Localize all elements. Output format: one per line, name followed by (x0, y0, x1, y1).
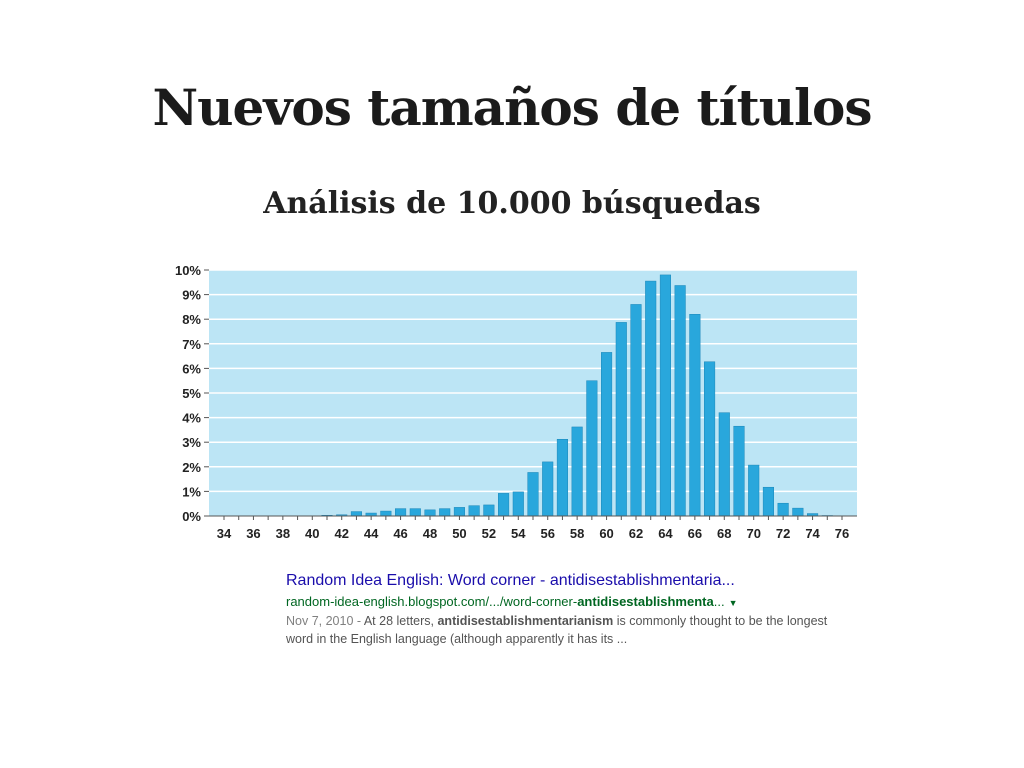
slide-title: Nuevos tamaños de títulos (152, 78, 872, 137)
url-suffix: ... (713, 594, 725, 609)
bar (674, 285, 686, 517)
y-tick-label: 1% (182, 484, 201, 499)
bar (556, 438, 568, 517)
x-tick-label: 46 (393, 526, 407, 541)
x-tick-label: 56 (540, 526, 554, 541)
x-tick-label: 62 (629, 526, 643, 541)
y-tick-label: 2% (182, 460, 201, 475)
y-axis-ticks: 0% 1% 2% 3% 4% 5% 6% 7% 8% 9% 10% (175, 263, 209, 524)
x-tick-label: 42 (334, 526, 348, 541)
x-tick-label: 70 (746, 526, 760, 541)
bar (777, 502, 789, 517)
bar (409, 508, 421, 517)
search-result: Random Idea English: Word corner - antid… (286, 572, 846, 648)
snippet-bold: antidisestablishmentarianism (437, 614, 614, 628)
x-tick-label: 76 (835, 526, 849, 541)
triangle-down-icon[interactable]: ▼ (728, 597, 738, 608)
bar (733, 425, 745, 517)
bar (718, 412, 730, 517)
snippet-text-after: is commonly thought to be the longest wo… (286, 614, 828, 646)
y-tick-label: 4% (182, 411, 201, 426)
url-bold: antidisestablishmenta (577, 594, 714, 609)
bar (483, 504, 495, 517)
bar (792, 507, 804, 517)
x-tick-label: 34 (217, 526, 232, 541)
bar (542, 461, 554, 517)
gridlines (209, 269, 857, 493)
bar (468, 505, 480, 517)
search-result-title-link[interactable]: Random Idea English: Word corner - antid… (286, 572, 735, 589)
bars (321, 274, 833, 517)
x-tick-label: 54 (511, 526, 526, 541)
x-tick-label: 74 (805, 526, 820, 541)
slide-subtitle: Análisis de 10.000 búsquedas (263, 186, 761, 221)
bar (380, 510, 392, 517)
x-tick-label: 36 (246, 526, 260, 541)
bar (689, 314, 701, 517)
x-axis-ticks: 34 36 38 40 42 44 46 48 50 52 54 56 58 60 62 64 66 68 70 72… (217, 516, 849, 541)
bar (659, 274, 671, 517)
x-tick-label: 66 (688, 526, 702, 541)
search-result-snippet: Nov 7, 2010 - At 28 letters, antidisesta… (286, 612, 846, 648)
y-tick-label: 3% (182, 435, 201, 450)
x-tick-label: 50 (452, 526, 466, 541)
bar (512, 491, 524, 517)
x-tick-label: 72 (776, 526, 790, 541)
bar (615, 322, 627, 517)
y-tick-label: 6% (182, 361, 201, 376)
x-tick-label: 48 (423, 526, 437, 541)
bar (601, 352, 613, 517)
bar (498, 493, 510, 517)
y-tick-label: 0% (182, 509, 201, 524)
bar (453, 507, 465, 517)
bar (424, 509, 436, 517)
x-tick-label: 60 (599, 526, 613, 541)
url-prefix: random-idea-english.blogspot.com/.../wor… (286, 594, 578, 609)
x-tick-label: 68 (717, 526, 731, 541)
bar (630, 304, 642, 517)
bar (762, 486, 774, 517)
bar (527, 472, 539, 517)
y-tick-label: 7% (182, 337, 201, 352)
search-result-url: random-idea-english.blogspot.com/.../wor… (286, 594, 846, 609)
bar (395, 508, 407, 517)
x-tick-label: 38 (276, 526, 290, 541)
snippet-text-before: At 28 letters, (363, 614, 438, 628)
y-tick-label: 5% (182, 386, 201, 401)
y-tick-label: 9% (182, 288, 201, 303)
y-tick-label: 8% (182, 312, 201, 327)
x-tick-label: 64 (658, 526, 673, 541)
bar (571, 426, 583, 517)
y-tick-label: 10% (175, 263, 201, 278)
x-tick-label: 40 (305, 526, 319, 541)
bar (704, 361, 716, 517)
bar (586, 380, 598, 517)
bar (350, 511, 362, 517)
bar (748, 464, 760, 517)
x-tick-label: 58 (570, 526, 584, 541)
x-tick-label: 44 (364, 526, 379, 541)
snippet-date: Nov 7, 2010 - (286, 614, 364, 628)
bar (439, 508, 451, 517)
x-tick-label: 52 (482, 526, 496, 541)
word-length-histogram: 0% 1% 2% 3% 4% 5% 6% 7% 8% 9% 10% 34 36 38 40 42 44 46 48… (175, 263, 857, 541)
bar (645, 280, 657, 517)
